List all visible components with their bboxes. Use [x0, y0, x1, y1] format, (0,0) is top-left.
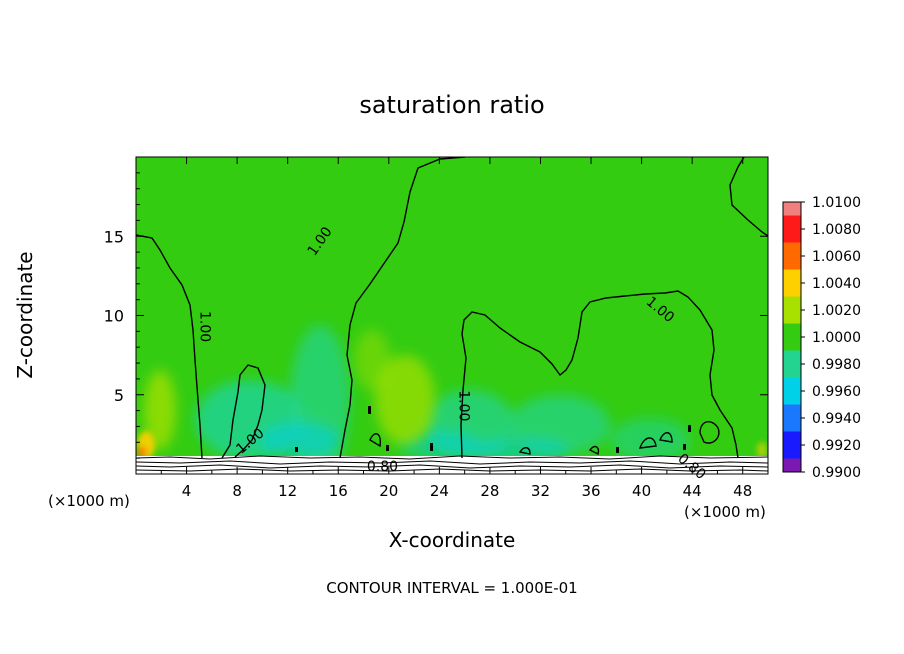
colorbar-label: 1.0040 [812, 276, 861, 292]
x-tick-label: 4 [182, 482, 192, 500]
field-peak-region [137, 431, 767, 459]
y-tick-label: 5 [114, 386, 124, 405]
colorbar-segment [783, 445, 801, 459]
x-axis-title: X-coordinate [389, 528, 516, 552]
colorbar-segment [783, 202, 801, 216]
colorbar-segment [783, 215, 801, 229]
colorbar-label: 1.0020 [812, 303, 861, 319]
colorbar-segment [783, 431, 801, 445]
x-tick-label: 44 [683, 482, 702, 500]
colorbar-segment [783, 404, 801, 418]
colorbar-label: 1.0000 [812, 330, 861, 346]
contour-label-text: 1.00 [197, 311, 213, 342]
colorbar-segment [783, 242, 801, 256]
heatmap-field [136, 157, 768, 474]
y-tick-label: 10 [104, 307, 124, 326]
contour-label: 0.80 [367, 459, 398, 475]
colorbar-segment [783, 296, 801, 310]
colorbar-label: 1.0100 [812, 195, 861, 211]
field-high-region [144, 330, 435, 450]
contour-lines [136, 157, 768, 459]
surface-layer [136, 456, 768, 474]
plot-area: 1.001.001.001.001.000.80 0.80 [135, 156, 769, 483]
y-axis: 5 10 15 [104, 172, 768, 459]
x-tick-label: 32 [531, 482, 550, 500]
chart-title: saturation ratio [359, 91, 544, 119]
y-axis-title: Z-coordinate [13, 251, 37, 378]
colorbar-label: 1.0080 [812, 222, 861, 238]
x-tick-label: 28 [480, 482, 499, 500]
colorbar: 1.0100 1.0080 1.0060 1.0040 1.0020 1.0000 0.99… [782, 195, 861, 481]
contour-label-text: 0.80 [367, 459, 398, 475]
contour-label-text: 1.00 [456, 390, 472, 421]
colorbar-segment [783, 377, 801, 391]
colorbar-segment [783, 283, 801, 297]
colorbar-segment [783, 418, 801, 432]
contour-label: 1.00 [456, 390, 472, 421]
colorbar-segment [783, 256, 801, 270]
colorbar-label: 0.9900 [812, 465, 861, 481]
x-tick-label: 24 [430, 482, 449, 500]
x-axis: 4 8 12 16 20 24 28 32 36 40 44 48 [160, 157, 752, 500]
colorbar-segment [783, 323, 801, 337]
x-tick-label: 20 [379, 482, 398, 500]
colorbar-segment [783, 458, 801, 472]
contour-label: 1.00 [197, 311, 213, 342]
colorbar-label: 0.9980 [812, 357, 861, 373]
y-tick-label: 15 [104, 227, 124, 246]
colorbar-segment [783, 310, 801, 324]
x-unit-left: (×1000 m) [48, 492, 130, 510]
colorbar-label: 0.9940 [812, 411, 861, 427]
colorbar-segment [783, 364, 801, 378]
colorbar-segment [783, 337, 801, 351]
colorbar-segment [783, 350, 801, 364]
x-tick-label: 8 [232, 482, 242, 500]
x-tick-label: 12 [278, 482, 297, 500]
colorbar-segment [783, 269, 801, 283]
x-tick-label: 40 [632, 482, 651, 500]
colorbar-label: 0.9960 [812, 384, 861, 400]
colorbar-label: 1.0060 [812, 249, 861, 265]
x-tick-label: 36 [581, 482, 600, 500]
colorbar-label: 0.9920 [812, 438, 861, 454]
colorbar-segment [783, 229, 801, 243]
colorbar-segment [783, 391, 801, 405]
x-tick-label: 16 [329, 482, 348, 500]
x-tick-label: 48 [733, 482, 752, 500]
contour-interval-note: CONTOUR INTERVAL = 1.000E-01 [326, 579, 577, 597]
contour-speckles [295, 406, 691, 453]
x-unit-right: (×1000 m) [684, 503, 766, 521]
